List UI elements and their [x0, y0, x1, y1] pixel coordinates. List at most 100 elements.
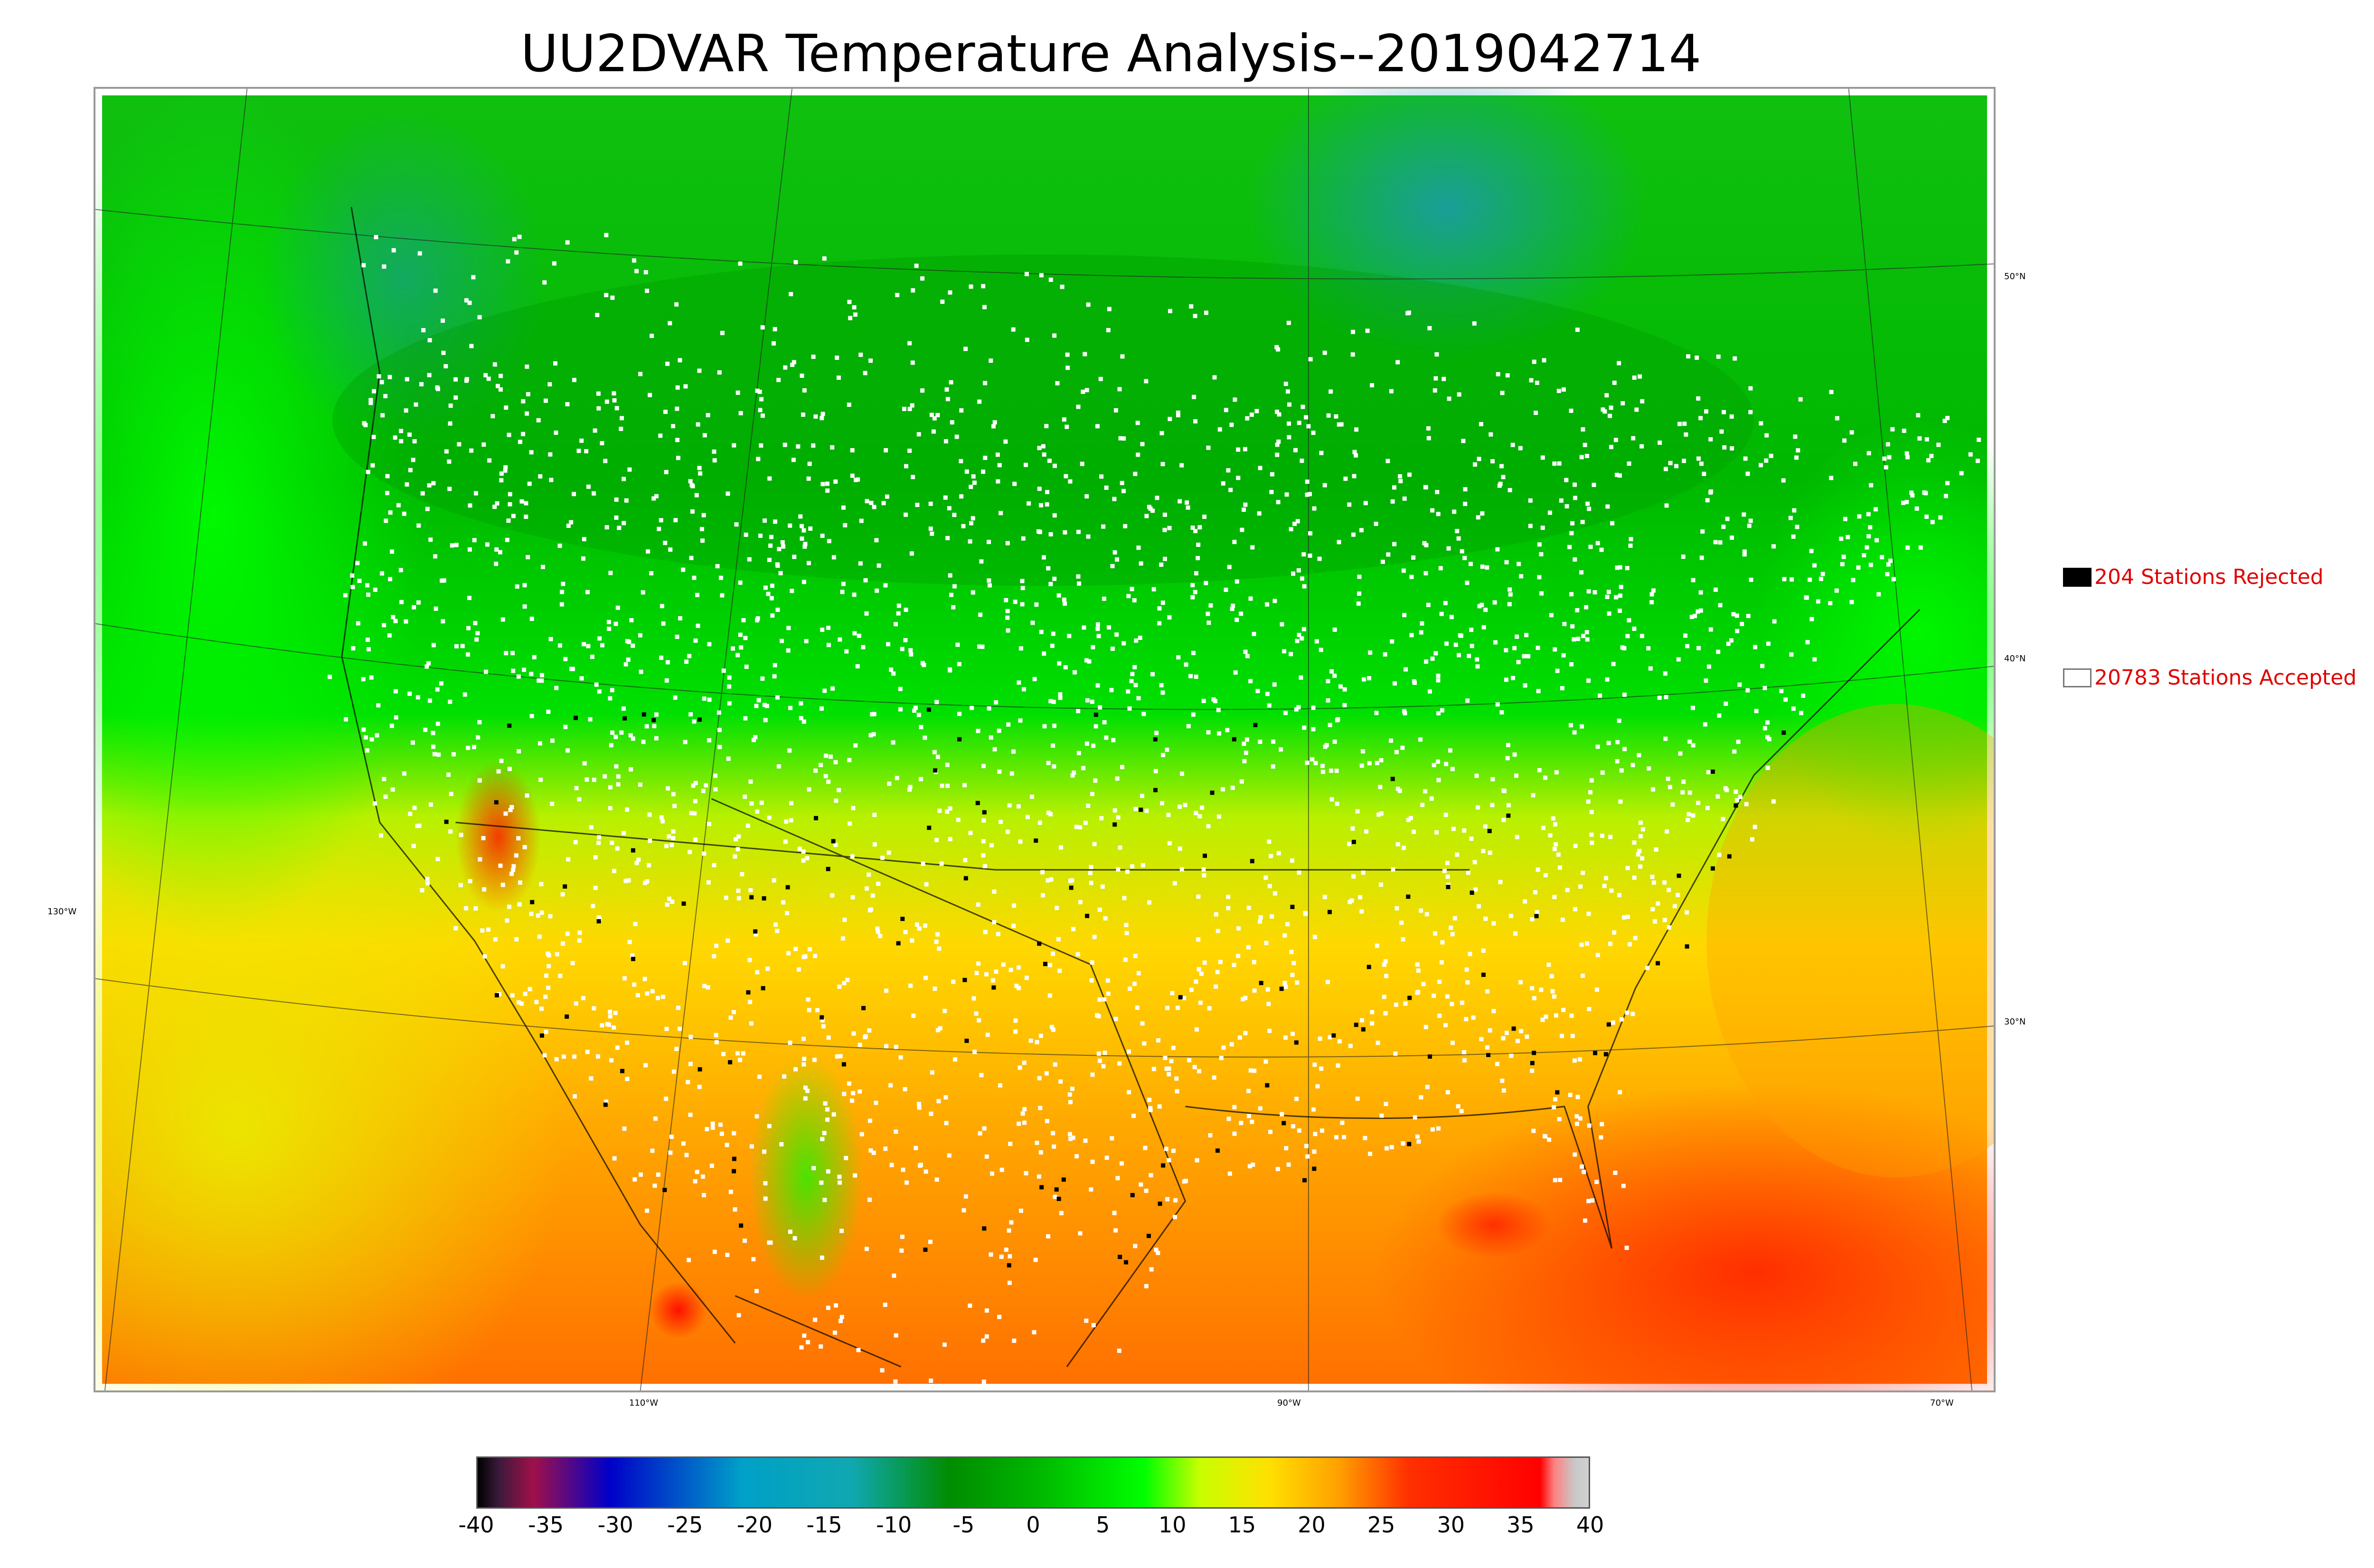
accepted-station-marker [1703, 722, 1707, 727]
accepted-station-marker [948, 668, 952, 673]
accepted-station-marker [717, 745, 722, 750]
accepted-station-marker [675, 634, 679, 639]
accepted-station-marker [850, 473, 855, 478]
accepted-station-marker [1171, 1045, 1176, 1050]
accepted-station-marker [1449, 615, 1454, 620]
accepted-station-marker [1359, 909, 1364, 914]
accepted-station-marker [1535, 380, 1539, 385]
accepted-station-marker [1202, 515, 1207, 519]
accepted-station-marker [928, 501, 933, 506]
accepted-station-marker [1528, 524, 1533, 528]
accepted-station-marker [1508, 592, 1513, 597]
accepted-station-marker [1185, 500, 1189, 505]
accepted-station-marker [997, 1314, 1002, 1319]
accepted-station-marker [471, 745, 476, 750]
accepted-station-marker [1654, 847, 1658, 852]
accepted-station-marker [1402, 496, 1407, 501]
accepted-station-marker [1291, 1124, 1296, 1129]
accepted-station-marker [1942, 419, 1947, 423]
accepted-station-marker [1221, 1045, 1226, 1050]
accepted-station-marker [435, 385, 440, 390]
accepted-station-marker [1156, 1250, 1160, 1255]
accepted-station-marker [989, 735, 993, 740]
accepted-station-marker [1507, 803, 1511, 807]
accepted-station-marker [1110, 563, 1115, 568]
accepted-station-marker [847, 403, 851, 407]
accepted-station-marker [1334, 1135, 1339, 1140]
rejected-station-marker [1354, 1023, 1358, 1027]
accepted-station-marker [542, 1053, 547, 1058]
accepted-station-marker [1132, 665, 1137, 669]
accepted-station-marker [1308, 554, 1312, 558]
accepted-station-marker [907, 341, 912, 346]
accepted-station-marker [1076, 404, 1081, 409]
accepted-station-marker [1904, 451, 1909, 456]
accepted-station-marker [702, 1193, 707, 1198]
rejected-station-marker [1139, 807, 1143, 812]
rejected-station-marker [1085, 913, 1090, 918]
accepted-station-marker [1284, 492, 1289, 497]
accepted-station-marker [1977, 437, 1981, 442]
accepted-station-marker [350, 585, 355, 590]
accepted-station-marker [394, 689, 398, 694]
accepted-station-marker [664, 469, 669, 474]
map-panel: 50°N 40°N 30°N [94, 87, 2025, 1392]
accepted-station-marker [425, 876, 430, 881]
accepted-station-marker [1101, 1064, 1106, 1069]
accepted-station-marker [1611, 1020, 1615, 1025]
accepted-station-marker [541, 564, 546, 569]
accepted-station-marker [867, 1118, 872, 1123]
accepted-station-marker [1492, 600, 1497, 605]
accepted-station-marker [624, 498, 629, 503]
accepted-station-marker [1243, 1031, 1248, 1035]
rejected-station-marker [1007, 1263, 1011, 1268]
accepted-station-marker [1095, 683, 1100, 688]
accepted-station-marker [1406, 817, 1411, 822]
accepted-station-marker [1562, 622, 1567, 626]
accepted-station-marker [831, 1112, 836, 1117]
accepted-station-marker [1096, 634, 1101, 638]
accepted-station-marker [775, 562, 780, 567]
accepted-station-marker [539, 882, 544, 886]
accepted-station-marker [825, 1117, 830, 1122]
accepted-station-marker [1055, 906, 1059, 911]
accepted-station-marker [1044, 1071, 1049, 1076]
accepted-station-marker [1416, 1139, 1421, 1144]
accepted-station-marker [1493, 640, 1498, 645]
accepted-station-marker [1005, 609, 1010, 613]
accepted-station-marker [1144, 808, 1149, 813]
accepted-station-marker [1342, 703, 1347, 707]
rejected-station-marker [1043, 962, 1047, 967]
accepted-station-marker [1504, 1031, 1509, 1035]
accepted-station-marker [1275, 1167, 1280, 1172]
accepted-station-marker [1752, 825, 1757, 829]
accepted-station-marker [1690, 705, 1695, 710]
accepted-station-marker [1012, 903, 1017, 908]
accepted-station-marker [1619, 1017, 1624, 1022]
accepted-station-marker [1876, 592, 1881, 597]
accepted-station-marker [1058, 695, 1063, 700]
accepted-station-marker [904, 1180, 909, 1185]
accepted-station-marker [517, 902, 522, 907]
accepted-station-marker [1647, 766, 1651, 771]
accepted-station-marker [1220, 787, 1225, 792]
accepted-station-marker [387, 633, 392, 638]
accepted-station-marker [1102, 997, 1107, 1002]
accepted-station-marker [1230, 786, 1235, 790]
accepted-station-marker [555, 952, 559, 957]
rejected-station-marker [662, 1188, 667, 1192]
accepted-station-marker [1242, 742, 1246, 746]
accepted-station-marker [1657, 695, 1662, 700]
accepted-station-marker [1193, 529, 1198, 534]
accepted-station-marker [1721, 525, 1726, 529]
accepted-station-marker [1168, 417, 1172, 422]
accepted-station-marker [630, 953, 635, 958]
accepted-station-marker [1189, 987, 1194, 992]
accepted-station-marker [604, 399, 609, 404]
accepted-station-marker [1424, 543, 1429, 547]
accepted-station-marker [1258, 740, 1262, 744]
accepted-station-marker [802, 1333, 807, 1338]
accepted-station-marker [1214, 912, 1218, 917]
accepted-station-marker [350, 573, 355, 578]
accepted-station-marker [813, 768, 818, 773]
